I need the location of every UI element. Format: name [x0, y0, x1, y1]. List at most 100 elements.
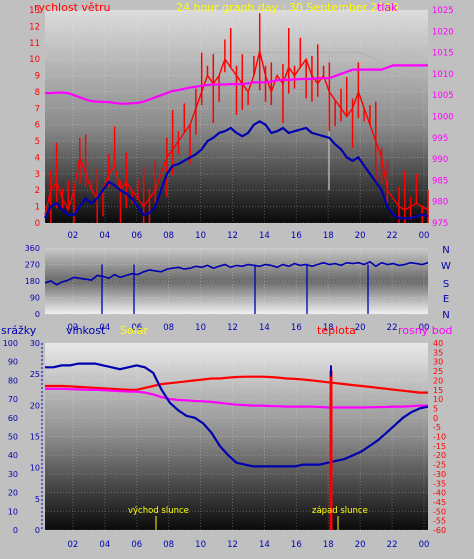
pressure-axis-tick: 1010 [432, 70, 454, 80]
x-tick-label: 14 [259, 231, 270, 241]
wind-axis-tick: 7 [35, 104, 40, 114]
x-tick-label: 14 [259, 323, 270, 333]
rain-axis-tick: 25 [30, 370, 40, 379]
temperature-axis-tick: -50 [433, 507, 446, 516]
temperature-axis-tick: 20 [433, 376, 443, 385]
pressure-label: tlak [377, 1, 398, 14]
temperature-label: teplota [317, 324, 356, 337]
x-tick-label: 06 [131, 231, 142, 241]
x-tick-label: 16 [291, 540, 302, 550]
x-tick-label: 10 [195, 323, 206, 333]
x-tick-label: 08 [163, 540, 174, 550]
pressure-line [45, 64, 428, 105]
x-tick-label: 18 [323, 540, 334, 550]
wind-axis-tick: 8 [35, 88, 40, 98]
rain-axis-tick: 5 [35, 495, 40, 504]
direction-axis-tick: 270 [25, 261, 40, 270]
humidity-axis-tick: 100 [3, 339, 18, 348]
solar-label: Solar [120, 324, 149, 337]
humidity-axis-tick: 20 [8, 489, 18, 498]
x-tick-label: 20 [355, 231, 366, 241]
temperature-axis-tick: -20 [433, 451, 446, 460]
panel3-plot-area [45, 343, 428, 530]
x-tick-label: 04 [99, 231, 110, 241]
x-tick-label: 14 [259, 540, 270, 550]
temperature-axis-tick: -10 [433, 433, 446, 442]
x-tick-label: 12 [227, 540, 238, 550]
humidity-axis-tick: 50 [8, 433, 18, 442]
humidity-axis-tick: 90 [8, 358, 18, 367]
x-tick-label: 10 [195, 231, 206, 241]
pressure-axis-tick: 990 [432, 155, 448, 165]
humidity-axis-tick: 10 [8, 507, 18, 516]
pressure-axis-tick: 1015 [432, 49, 454, 59]
tick-labels: 0123456789101112139759809859909951000100… [3, 6, 454, 550]
wind-axis-tick: 2 [35, 186, 40, 196]
temperature-axis-tick: 40 [433, 339, 443, 348]
humidity-line [45, 362, 429, 468]
rain-axis-tick: 15 [30, 433, 40, 442]
pressure-axis-tick: 980 [432, 198, 448, 208]
wind-axis-tick: 10 [29, 55, 40, 65]
temperature-axis-tick: 15 [433, 386, 443, 395]
temperature-axis-tick: -35 [433, 479, 446, 488]
rain-axis-tick: 30 [30, 339, 40, 348]
sunrise-label: východ slunce [128, 506, 189, 516]
wind-speed-label: rychlost větru [34, 1, 110, 14]
direction-axis-tick: 90 [30, 294, 40, 303]
direction-axis-tick: 0 [35, 310, 40, 319]
pressure-axis-tick: 1000 [432, 113, 454, 123]
x-tick-label: 02 [68, 540, 79, 550]
humidity-axis-tick: 40 [8, 451, 18, 460]
humidity-label: vlhkost [66, 324, 106, 337]
humidity-axis-tick: 80 [8, 376, 18, 385]
pressure-axis-tick: 985 [432, 176, 448, 186]
wind-axis-tick: 12 [29, 22, 40, 32]
wind-axis-tick: 9 [35, 72, 40, 82]
direction-axis-tick: 180 [25, 277, 40, 286]
temperature-line [45, 375, 428, 394]
rain-label: srážky [1, 324, 37, 337]
x-tick-label: 10 [195, 540, 206, 550]
rain-axis-tick: 10 [30, 464, 40, 473]
x-tick-label: 22 [387, 231, 398, 241]
x-tick-label: 22 [387, 540, 398, 550]
x-tick-label: 06 [131, 540, 142, 550]
humidity-axis-tick: 30 [8, 470, 18, 479]
x-tick-label: 12 [227, 323, 238, 333]
sunset-label: západ slunce [312, 506, 368, 516]
rain-axis-tick: 0 [35, 526, 40, 535]
x-tick-label: 12 [227, 231, 238, 241]
max-gust-line [45, 51, 428, 77]
humidity-axis-tick: 0 [13, 526, 18, 535]
compass-label: E [443, 294, 449, 305]
temperature-axis-tick: -55 [433, 517, 446, 526]
x-tick-label: 08 [163, 323, 174, 333]
x-tick-label: 08 [163, 231, 174, 241]
x-tick-label: 06 [131, 323, 142, 333]
pressure-axis-tick: 975 [432, 219, 448, 229]
temperature-axis-tick: -60 [433, 526, 446, 535]
x-tick-label: 18 [323, 231, 334, 241]
wind-axis-tick: 1 [35, 203, 40, 213]
x-tick-label: 04 [99, 323, 110, 333]
wind-average-line [44, 120, 429, 220]
dew-point-label: rosný bod [398, 324, 452, 337]
compass-label: N [442, 245, 449, 256]
x-tick-label: 20 [355, 540, 366, 550]
humidity-axis-tick: 60 [8, 414, 18, 423]
chart-title: 24 hour graph day : 30 September 2019 [176, 1, 399, 14]
temperature-axis-tick: -25 [433, 461, 446, 470]
x-tick-label: 16 [291, 231, 302, 241]
temperature-axis-tick: 5 [433, 404, 438, 413]
temperature-axis-tick: -5 [433, 423, 441, 432]
x-tick-label: 04 [99, 540, 110, 550]
x-tick-label: 00 [419, 540, 430, 550]
temperature-axis-tick: 10 [433, 395, 443, 404]
x-tick-label: 02 [68, 323, 79, 333]
wind-axis-tick: 11 [29, 39, 40, 49]
temperature-axis-tick: -15 [433, 442, 446, 451]
wind-axis-tick: 0 [35, 219, 40, 229]
